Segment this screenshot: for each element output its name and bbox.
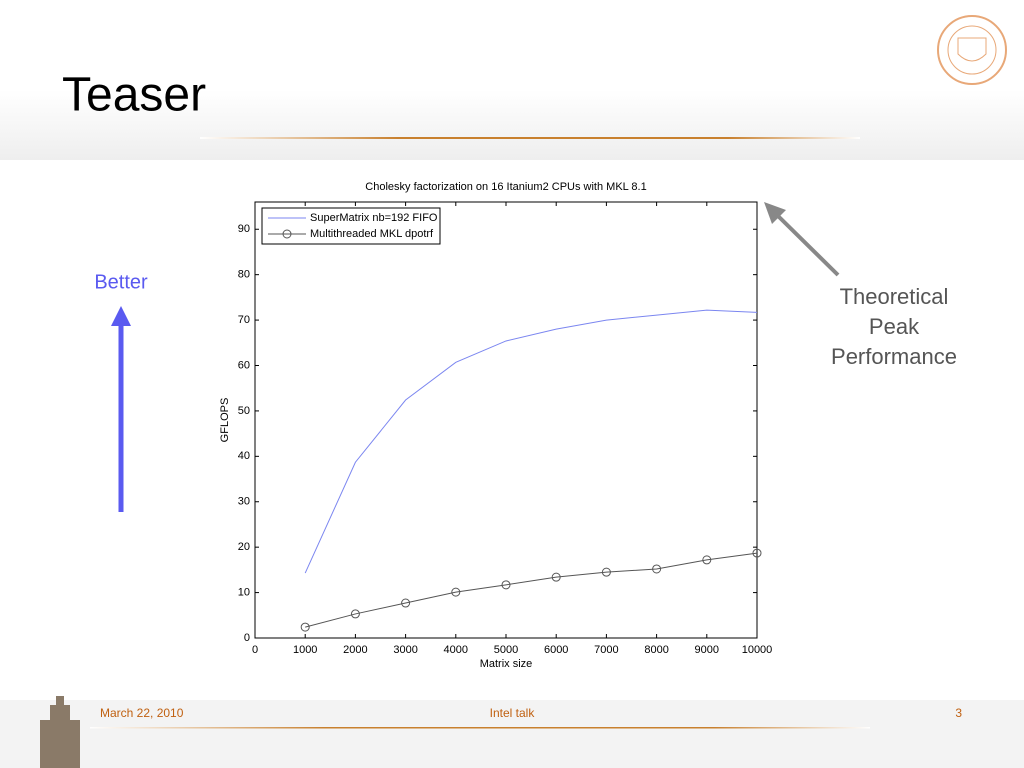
header-rule <box>200 137 860 139</box>
series-marker <box>350 609 360 619</box>
y-tick-label: 20 <box>238 541 250 553</box>
y-tick-label: 10 <box>238 586 250 598</box>
tower <box>40 696 80 768</box>
series-marker <box>601 567 611 577</box>
series-marker <box>752 548 762 558</box>
x-tick-label: 8000 <box>644 644 668 656</box>
footer-page: 3 <box>955 706 962 720</box>
x-tick-label: 7000 <box>594 644 618 656</box>
x-tick-label: 0 <box>252 644 258 656</box>
y-tick-label: 30 <box>238 496 250 508</box>
y-tick-label: 60 <box>238 359 250 371</box>
x-tick-label: 9000 <box>695 644 719 656</box>
legend-label: SuperMatrix nb=192 FIFO <box>310 212 438 224</box>
chart-title: Cholesky factorization on 16 Itanium2 CP… <box>365 181 646 193</box>
series-line <box>304 309 758 574</box>
x-tick-label: 3000 <box>393 644 417 656</box>
x-tick-label: 6000 <box>544 644 568 656</box>
annotation: Theoretical Peak Performance <box>831 284 957 369</box>
slide-title: Teaser <box>62 69 206 122</box>
y-tick-label: 0 <box>244 632 250 644</box>
y-tick-label: 80 <box>238 269 250 281</box>
series-line <box>305 552 758 628</box>
legend: SuperMatrix nb=192 FIFO Multithreaded MKL… <box>261 207 441 245</box>
series-marker <box>451 587 461 597</box>
x-tick-label: 2000 <box>343 644 367 656</box>
peak-arrow <box>772 210 840 277</box>
y-tick-label: 40 <box>238 450 250 462</box>
x-axis-label: Matrix size <box>480 658 533 670</box>
series-marker <box>501 580 511 590</box>
annotation-line: Peak <box>869 314 920 339</box>
footer-center: Intel talk <box>490 706 536 720</box>
y-tick-label: 90 <box>238 223 250 235</box>
peak-arrowhead <box>764 202 786 224</box>
better-arrowhead <box>111 306 131 326</box>
header-band <box>0 90 1024 160</box>
seal <box>937 15 1007 85</box>
y-tick-label: 50 <box>238 405 250 417</box>
series-marker <box>300 622 310 632</box>
x-tick-label: 5000 <box>494 644 518 656</box>
annotation-line: Theoretical <box>840 284 949 309</box>
series-marker <box>702 555 712 565</box>
footer-date: March 22, 2010 <box>100 706 184 720</box>
legend-box <box>261 207 441 245</box>
x-tick-label: 1000 <box>293 644 317 656</box>
y-tick-label: 70 <box>238 314 250 326</box>
footer-band <box>0 700 1024 768</box>
x-tick-label: 4000 <box>444 644 468 656</box>
plot-frame <box>254 201 758 639</box>
annotation-line: Performance <box>831 344 957 369</box>
legend-label: Multithreaded MKL dpotrf <box>310 228 434 240</box>
legend-marker <box>282 229 292 239</box>
y-axis-label: GFLOPS <box>219 398 231 443</box>
series-marker <box>401 598 411 608</box>
x-tick-label: 10000 <box>742 644 773 656</box>
chart: Cholesky factorization on 16 Itanium2 CP… <box>219 181 772 670</box>
better-label: Better <box>94 271 148 293</box>
footer-rule <box>90 727 870 729</box>
series-marker <box>652 564 662 574</box>
series-marker <box>551 572 561 582</box>
